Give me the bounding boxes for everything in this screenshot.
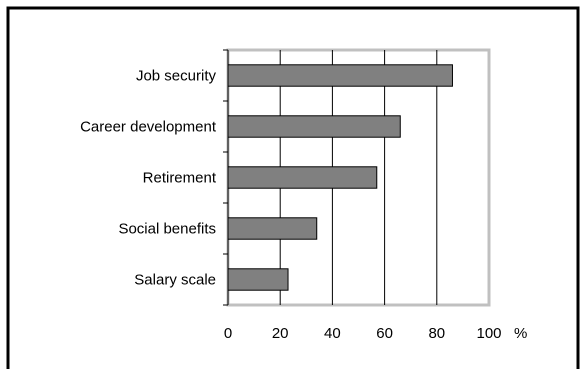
bar-retirement [227, 166, 378, 189]
bar-social-benefits [227, 217, 318, 240]
category-labels: Job security Career development Retirement… [80, 68, 217, 289]
x-tick-label-80: 80 [428, 325, 445, 342]
y-axis [223, 49, 229, 306]
x-tick-labels: 0 20 40 60 80 100 [224, 325, 502, 342]
x-axis-unit: % [514, 325, 527, 342]
x-tick-label-100: 100 [476, 325, 501, 342]
bar-career-development [227, 115, 401, 138]
bar-salary-scale [227, 268, 289, 291]
category-label-job-security: Job security [136, 68, 217, 85]
category-label-retirement: Retirement [143, 170, 217, 187]
category-label-salary-scale: Salary scale [134, 272, 216, 289]
x-tick-label-0: 0 [224, 325, 232, 342]
x-tick-label-60: 60 [376, 325, 393, 342]
category-label-career-development: Career development [80, 119, 217, 136]
bar-job-security [227, 64, 453, 87]
category-label-social-benefits: Social benefits [118, 221, 216, 238]
x-tick-label-40: 40 [324, 325, 341, 342]
x-tick-label-20: 20 [272, 325, 289, 342]
